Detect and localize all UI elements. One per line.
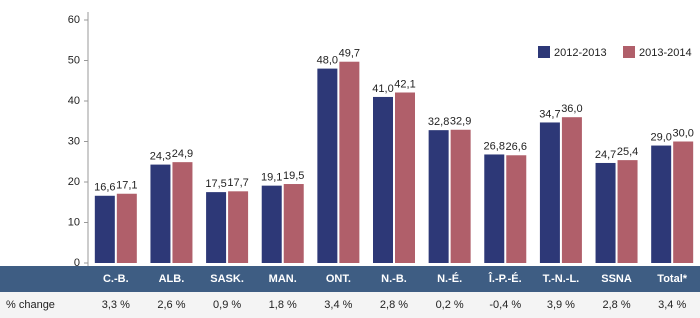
bar	[539, 122, 560, 263]
legend-label: 2013-2014	[639, 47, 692, 59]
change-value: 3,4 %	[658, 299, 686, 311]
bar	[206, 192, 227, 263]
value-label: 34,7	[539, 108, 560, 120]
bar	[506, 155, 527, 263]
bar	[261, 185, 282, 263]
change-value: 0,2 %	[436, 299, 464, 311]
legend-label: 2012-2013	[554, 47, 607, 59]
category-label: T.-N.-L.	[543, 273, 580, 285]
bar	[339, 61, 360, 264]
bar	[673, 141, 694, 263]
value-label: 17,5	[205, 178, 226, 190]
value-label: 49,7	[339, 48, 360, 60]
bar	[283, 184, 304, 263]
bar	[617, 160, 638, 263]
bar	[172, 162, 193, 263]
bar	[395, 92, 415, 264]
y-tick-label: 60	[68, 14, 80, 26]
value-label: 17,1	[116, 180, 137, 192]
y-tick-label: 10	[68, 216, 80, 228]
category-label: Total*	[657, 273, 687, 285]
change-value: -0,4 %	[489, 299, 521, 311]
category-label: MAN.	[269, 273, 297, 285]
bar	[450, 129, 471, 263]
value-label: 26,6	[506, 141, 527, 153]
value-label: 32,8	[428, 116, 449, 128]
category-label: Î.-P.-É.	[488, 272, 522, 285]
bar	[150, 164, 171, 263]
value-label: 32,9	[450, 116, 471, 128]
category-label: ALB.	[159, 273, 185, 285]
category-label: ONT.	[326, 273, 351, 285]
change-value: 2,8 %	[602, 299, 630, 311]
value-label: 24,3	[150, 150, 171, 162]
y-tick-label: 0	[74, 257, 80, 269]
value-label: 25,4	[617, 146, 638, 158]
value-label: 26,8	[484, 140, 505, 152]
category-label: C.-B.	[103, 273, 129, 285]
value-label: 17,7	[227, 177, 248, 189]
value-label: 42,1	[394, 78, 415, 90]
y-tick-label: 40	[68, 95, 80, 107]
bar	[428, 130, 449, 263]
bar	[116, 193, 137, 263]
bar	[595, 162, 616, 263]
bar	[373, 96, 393, 263]
category-label: SASK.	[210, 273, 244, 285]
value-label: 36,0	[561, 103, 582, 115]
bar	[317, 68, 338, 263]
value-label: 19,1	[261, 172, 282, 184]
change-label: % change	[6, 299, 55, 311]
value-label: 16,6	[94, 182, 115, 194]
bar	[228, 191, 249, 263]
y-tick-label: 30	[68, 135, 80, 147]
legend-swatch	[623, 46, 635, 58]
category-label: N.-B.	[381, 273, 407, 285]
value-label: 41,0	[372, 83, 393, 95]
y-tick-label: 20	[68, 176, 80, 188]
category-band	[0, 266, 700, 292]
y-tick-label: 50	[68, 54, 80, 66]
bar	[94, 195, 115, 263]
value-label: 24,9	[172, 148, 193, 160]
change-value: 1,8 %	[269, 299, 297, 311]
value-label: 24,7	[595, 149, 616, 161]
value-label: 48,0	[317, 55, 338, 67]
change-value: 3,4 %	[324, 299, 352, 311]
legend-swatch	[538, 46, 550, 58]
bar	[561, 117, 582, 263]
change-value: 0,9 %	[213, 299, 241, 311]
value-label: 30,0	[672, 127, 693, 139]
change-value: 2,8 %	[380, 299, 408, 311]
value-label: 29,0	[650, 131, 671, 143]
value-label: 19,5	[283, 170, 304, 182]
change-value: 3,9 %	[547, 299, 575, 311]
change-value: 3,3 %	[102, 299, 130, 311]
change-band	[0, 292, 700, 318]
bar	[651, 145, 672, 263]
category-label: N.-É.	[437, 272, 462, 285]
bar	[484, 154, 505, 263]
change-value: 2,6 %	[157, 299, 185, 311]
category-label: SSNA	[601, 273, 632, 285]
